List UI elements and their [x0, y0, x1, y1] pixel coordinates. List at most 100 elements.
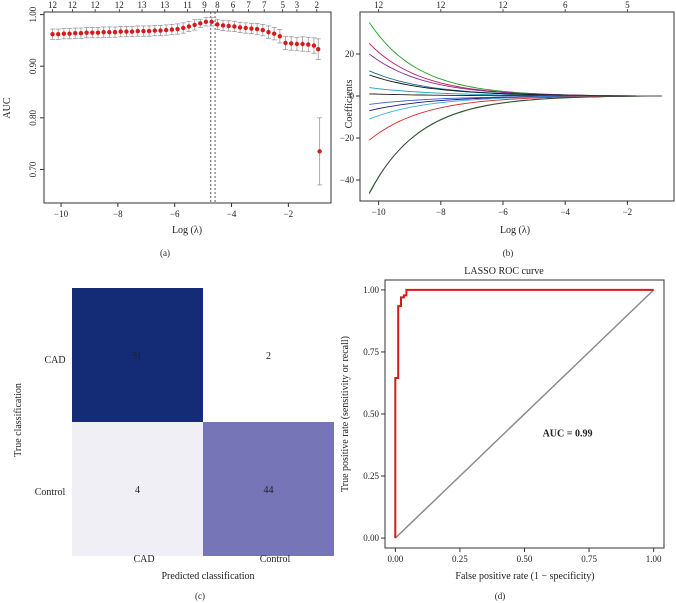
panel-a-point	[289, 41, 294, 46]
panel-b-series	[368, 22, 662, 194]
panel-a-point	[266, 29, 271, 35]
panel-a-point	[220, 23, 226, 28]
panel-a-point	[232, 24, 237, 29]
panel-a-top-tick-label: 6	[231, 0, 236, 10]
panel-a-top-tick-label: 12	[91, 0, 100, 10]
panel-d-roc-plot: LASSO ROC curve 0.00 0.25 0.50 0.75 1.00 0.0…	[340, 266, 665, 601]
panel-a-caption: (a)	[160, 248, 170, 258]
panel-d-ytick-label: 0.75	[363, 347, 379, 357]
panel-d-ytick-label: 1.00	[363, 285, 379, 295]
panel-a-top-tick-label: 12	[48, 0, 57, 10]
panel-b-series-coef-3	[369, 53, 662, 97]
panel-a-top-tick-label: 2	[315, 0, 320, 10]
panel-b-top-tick-label: 6	[563, 0, 568, 10]
panel-a-top-ticks: 12 12 12 12 13 13 11 9 8 6 7 7 5 3 2	[48, 0, 319, 12]
panel-d-ytick-label: 0.25	[363, 471, 379, 481]
panel-a-xlabel: Log (λ)	[172, 225, 202, 236]
panel-b-series-coef-12	[368, 95, 662, 193]
panel-a-point	[163, 27, 169, 33]
panel-a-point	[152, 28, 158, 33]
panel-a-point	[311, 43, 317, 48]
panel-a-point	[67, 31, 72, 36]
panel-c-cell-value-1-0: 4	[135, 485, 140, 496]
panel-b-series-coef-2	[368, 43, 662, 97]
panel-b-top-ticks: 12 12 12 6 5	[374, 0, 630, 12]
panel-a-point	[56, 31, 61, 37]
panel-a-point	[78, 30, 84, 36]
panel-a-point	[169, 27, 175, 32]
panel-b-series-coef-1	[368, 22, 662, 97]
panel-d-xtick-label: 0.50	[517, 554, 533, 564]
panel-a-point	[226, 23, 231, 29]
panel-c-confusion-matrix: 91 24 44 CAD Control CAD Control Predicted…	[13, 288, 334, 601]
panel-a-point	[243, 25, 248, 31]
panel-a-ytick-label: 0.70	[28, 161, 38, 177]
panel-b-ytick-label: −40	[340, 175, 355, 185]
panel-a-top-tick-label: 12	[68, 0, 77, 10]
panel-a-ytick-label: 1.00	[28, 6, 38, 22]
panel-a-xtick-label: −8	[113, 209, 123, 219]
panel-c-caption: (c)	[195, 591, 205, 601]
panel-a-point	[101, 29, 106, 35]
panel-b-xtick-label: −2	[623, 207, 633, 217]
panel-a-xtick-label: −6	[170, 209, 180, 219]
panel-a-point	[215, 22, 220, 27]
panel-a-point	[84, 30, 89, 35]
panel-a-top-tick-label: 13	[138, 0, 148, 10]
panel-b-ylabel: Coefficients	[344, 80, 355, 129]
panel-a-point	[277, 34, 283, 39]
panel-a-top-tick-label: 3	[295, 0, 300, 10]
panel-d-x-ticks: 0.00 0.25 0.50 0.75 1.00	[387, 548, 662, 564]
panel-a-point	[158, 28, 163, 33]
panel-d-xtick-label: 0.00	[387, 554, 403, 564]
panel-a-point	[112, 29, 118, 35]
panel-c-col-label-cad: CAD	[133, 554, 154, 565]
panel-b-xtick-label: −4	[560, 207, 570, 217]
panel-a-point	[141, 28, 146, 34]
panel-a-point	[107, 29, 112, 35]
panel-a-auc-plot: −10 −8 −6 −4 −2 0.70 0.80 0.90 1.00 12 12 12 12 13 1…	[2, 0, 332, 258]
panel-a-point	[271, 31, 277, 36]
panel-a-xtick-label: −10	[54, 209, 69, 219]
panel-a-point	[118, 29, 123, 34]
panel-a-point	[90, 30, 95, 35]
panel-c-cell-0-1	[203, 288, 334, 422]
panel-c-cell-1-1	[203, 422, 334, 556]
panel-a-ylabel: AUC	[2, 97, 13, 118]
panel-d-auc-annotation: AUC = 0.99	[543, 428, 593, 439]
panel-a-point	[260, 27, 266, 33]
panel-a-points	[50, 19, 322, 154]
panel-a-top-tick-label: 7	[262, 0, 267, 10]
panel-a-x-ticks: −10 −8 −6 −4 −2	[54, 203, 293, 219]
panel-a-point	[203, 19, 209, 25]
panel-a-ytick-label: 0.80	[28, 109, 38, 125]
panel-d-roc-curve-group	[394, 288, 654, 539]
panel-a-top-tick-label: 12	[115, 0, 124, 10]
panel-a-point	[249, 26, 254, 31]
panel-b-top-tick-label: 12	[499, 0, 508, 10]
panel-d-diagonal-line	[394, 289, 655, 539]
panel-b-series-coef-11	[369, 95, 662, 141]
panel-d-xlabel: False positive rate (1 − specificity)	[455, 571, 594, 582]
panel-d-y-ticks: 0.00 0.25 0.50 0.75 1.00	[363, 285, 385, 543]
panel-a-point	[186, 24, 192, 29]
panel-a-frame	[43, 11, 332, 204]
panel-a-top-tick-label: 5	[280, 0, 285, 10]
panel-c-cell-1-0	[72, 422, 203, 556]
panel-a-point	[306, 42, 311, 47]
panel-a-top-tick-label: 9	[202, 0, 207, 10]
panel-c-cell-0-0	[72, 288, 203, 422]
panel-a-top-tick-label: 11	[183, 0, 192, 10]
panel-a-point	[254, 26, 260, 32]
panel-a-point	[50, 31, 55, 37]
panel-d-ytick-label: 0.00	[363, 533, 379, 543]
panel-b-xlabel: Log (λ)	[500, 225, 530, 236]
panel-b-coefficient-paths: −10 −8 −6 −4 −2 −40 −20 0 20 12 12 12 6 5 Log (λ) C…	[340, 0, 675, 258]
panel-a-point	[129, 29, 135, 34]
panel-a-point	[181, 25, 186, 31]
panel-c-ylabel: True classification	[13, 383, 24, 457]
panel-b-series-coef-13	[368, 95, 662, 194]
panel-c-cell-value-0-1: 2	[266, 351, 271, 362]
panel-a-point	[135, 28, 140, 34]
